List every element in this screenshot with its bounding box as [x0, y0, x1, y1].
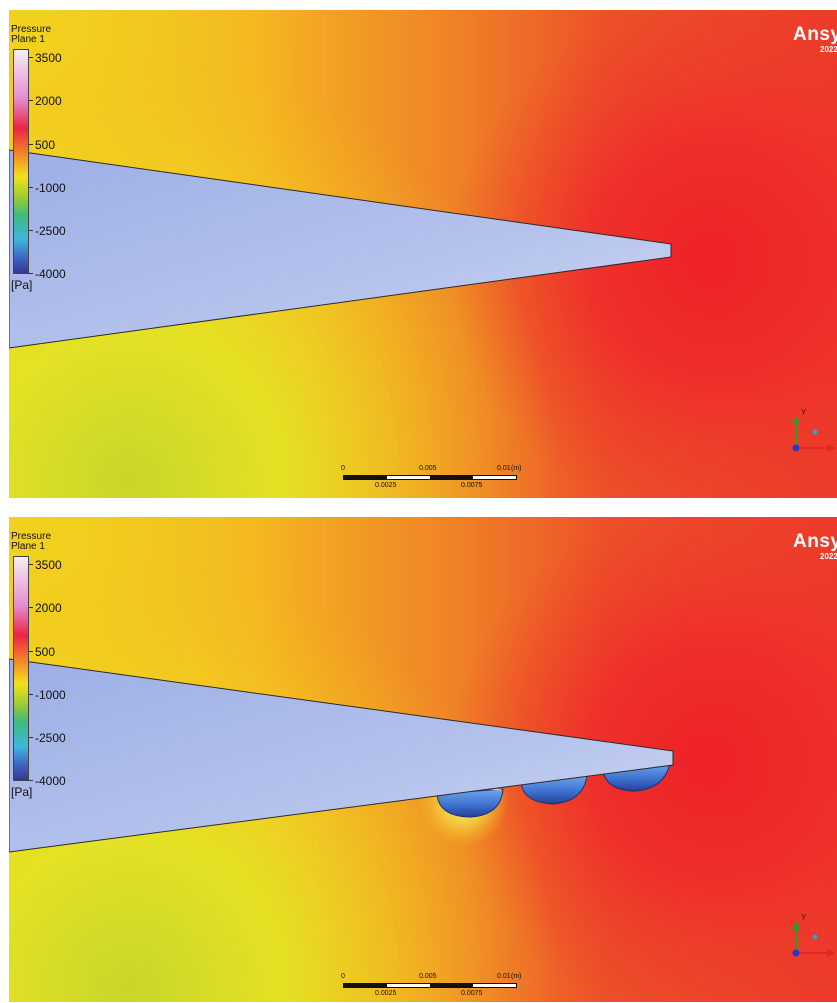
legend-tick-label: 3500 — [35, 558, 62, 572]
legend-tick — [29, 780, 33, 781]
legend-tick — [29, 100, 33, 101]
legend-tick — [29, 694, 33, 695]
legend-tick-label: -2500 — [35, 224, 66, 238]
legend-colorbar — [13, 49, 29, 274]
scale-unit: (m) — [511, 973, 522, 980]
axis-y-label: Y — [801, 913, 807, 922]
legend-unit: [Pa] — [11, 785, 33, 799]
blade-section — [9, 658, 674, 853]
legend-tick-label: -1000 — [35, 688, 66, 702]
legend-tick-label: 500 — [35, 645, 56, 659]
scale-bar: 0 0.005 0.01 (m) 0.0025 0.0075 — [341, 465, 522, 495]
legend-tick-label: 2000 — [35, 94, 62, 108]
legend-tick — [29, 273, 33, 274]
contour-view-bottom[interactable]: Pressure Plane 1 3500 2000 500 -1000 -25… — [9, 517, 837, 1002]
scale-label: 0 — [341, 465, 345, 472]
ansys-logo: Ansys — [793, 24, 837, 45]
surface-protrusion — [436, 787, 504, 818]
legend-title: Pressure — [11, 531, 52, 542]
axis-y-label: Y — [801, 408, 807, 417]
pressure-legend: Pressure Plane 1 3500 2000 500 -1000 -25… — [9, 517, 99, 817]
legend-tick — [29, 57, 33, 58]
scale-label: 0 — [341, 973, 345, 980]
scale-bar-graphic — [343, 983, 517, 988]
scale-label: 0.0075 — [461, 482, 483, 489]
version-label: 2022 — [820, 552, 837, 561]
legend-tick — [29, 607, 33, 608]
scale-label: 0.01 — [497, 465, 511, 472]
version-label: 2022 R — [820, 45, 837, 54]
scale-label: 0.01 — [497, 973, 511, 980]
pressure-contour-plot — [9, 517, 837, 1002]
axis-triad-icon[interactable]: Y — [779, 911, 837, 961]
legend-colorbar — [13, 556, 29, 781]
legend-subtitle: Plane 1 — [11, 541, 45, 552]
legend-title: Pressure — [11, 24, 52, 35]
legend-tick-label: 2000 — [35, 601, 62, 615]
scale-segment — [430, 984, 473, 987]
scale-label: 0.005 — [419, 973, 437, 980]
legend-tick — [29, 651, 33, 652]
legend-tick — [29, 564, 33, 565]
scale-label: 0.0025 — [375, 990, 397, 997]
legend-tick-label: -4000 — [35, 267, 66, 281]
scale-unit: (m) — [511, 465, 522, 472]
legend-subtitle: Plane 1 — [11, 34, 45, 45]
contour-view-top[interactable]: Pressure Plane 1 3500 2000 500 -1000 -25… — [9, 10, 837, 498]
scale-label: 0.005 — [419, 465, 437, 472]
blade-section — [9, 149, 672, 349]
scale-segment — [344, 984, 387, 987]
legend-unit: [Pa] — [11, 278, 33, 292]
legend-tick — [29, 187, 33, 188]
legend-tick-label: -4000 — [35, 774, 66, 788]
scale-bar-graphic — [343, 475, 517, 480]
axis-triad-icon[interactable]: Y — [779, 406, 837, 456]
scale-segment — [344, 476, 387, 479]
scale-label: 0.0025 — [375, 482, 397, 489]
ansys-logo: Ansys — [793, 531, 837, 552]
legend-tick-label: -2500 — [35, 731, 66, 745]
pressure-legend: Pressure Plane 1 3500 2000 500 -1000 -25… — [9, 10, 99, 310]
scale-label: 0.0075 — [461, 990, 483, 997]
legend-tick — [29, 737, 33, 738]
legend-tick — [29, 230, 33, 231]
legend-tick-label: 3500 — [35, 51, 62, 65]
scale-segment — [430, 476, 473, 479]
scale-bar: 0 0.005 0.01 (m) 0.0025 0.0075 — [341, 973, 522, 1002]
legend-tick-label: -1000 — [35, 181, 66, 195]
pressure-contour-plot — [9, 10, 837, 498]
legend-tick-label: 500 — [35, 138, 56, 152]
legend-tick — [29, 144, 33, 145]
